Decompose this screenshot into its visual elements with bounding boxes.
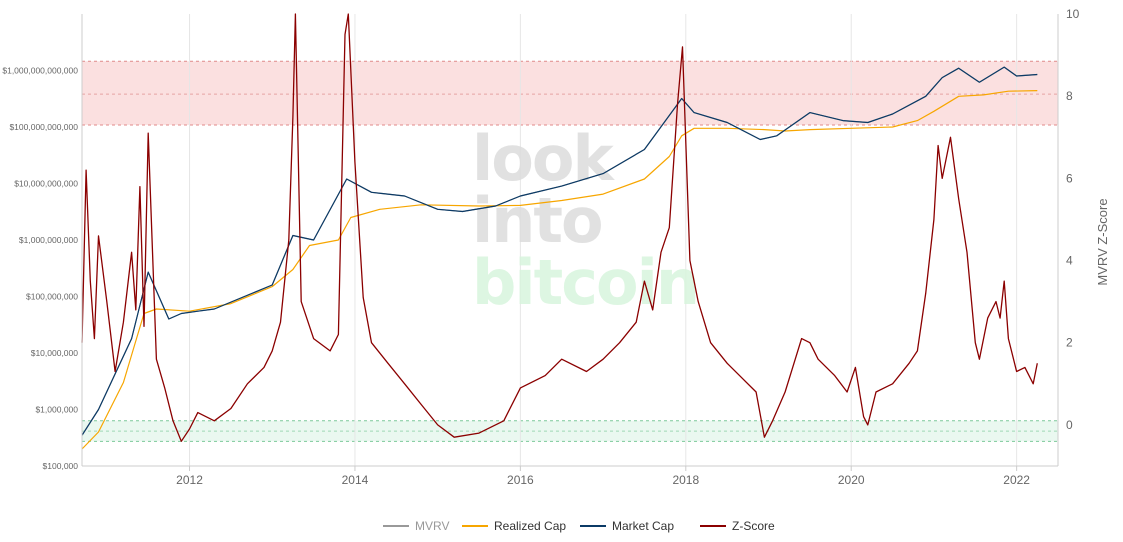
band-overvalued xyxy=(82,61,1058,125)
left-tick-label: $1,000,000,000,000 xyxy=(2,66,78,76)
legend: MVRV Realized Cap Market Cap Z-Score xyxy=(383,519,775,533)
legend-label-mvrv: MVRV xyxy=(415,519,449,533)
legend-item-z-score[interactable]: Z-Score xyxy=(700,519,775,533)
series-lines xyxy=(81,13,1038,450)
left-tick-label: $100,000,000 xyxy=(26,292,78,302)
x-tick-label: 2014 xyxy=(342,473,369,487)
left-tick-label: $10,000,000 xyxy=(31,348,79,358)
legend-item-mvrv[interactable]: MVRV xyxy=(383,519,449,533)
legend-label-z-score: Z-Score xyxy=(732,519,775,533)
watermark-text-2: into xyxy=(472,184,602,257)
series-line-z-score xyxy=(81,13,1038,442)
legend-label-market-cap: Market Cap xyxy=(612,519,674,533)
left-tick-label: $100,000 xyxy=(43,461,79,471)
series-line-realized-cap xyxy=(81,90,1038,450)
left-tick-label: $1,000,000 xyxy=(35,405,78,415)
right-tick-label: 2 xyxy=(1066,336,1073,350)
grid-lines xyxy=(189,14,1018,466)
left-tick-label: $100,000,000,000 xyxy=(9,122,78,132)
watermark-text-3: bitcoin xyxy=(472,246,698,319)
left-tick-label: $1,000,000,000 xyxy=(19,235,78,245)
right-tick-label: 10 xyxy=(1066,7,1080,21)
x-tick-label: 2020 xyxy=(838,473,865,487)
legend-item-realized-cap[interactable]: Realized Cap xyxy=(462,519,566,533)
axes xyxy=(81,14,1059,467)
zone-bands xyxy=(82,60,1058,442)
x-tick-label: 2012 xyxy=(176,473,203,487)
legend-label-realized-cap: Realized Cap xyxy=(494,519,566,533)
x-tick-label: 2018 xyxy=(672,473,699,487)
tick-labels: $100,000 $1,000,000 $10,000,000 $100,000,00… xyxy=(2,7,1079,487)
watermark-text-1: look xyxy=(472,122,615,195)
right-tick-label: 4 xyxy=(1066,254,1073,268)
right-tick-label: 6 xyxy=(1066,171,1073,185)
x-tick-label: 2016 xyxy=(507,473,534,487)
right-axis-title: MVRV Z-Score xyxy=(1095,198,1110,285)
right-tick-label: 0 xyxy=(1066,418,1073,432)
right-tick-label: 8 xyxy=(1066,89,1073,103)
series-line-market-cap xyxy=(81,66,1038,436)
legend-item-market-cap[interactable]: Market Cap xyxy=(580,519,674,533)
left-tick-label: $10,000,000,000 xyxy=(14,179,78,189)
x-tick-label: 2022 xyxy=(1003,473,1030,487)
